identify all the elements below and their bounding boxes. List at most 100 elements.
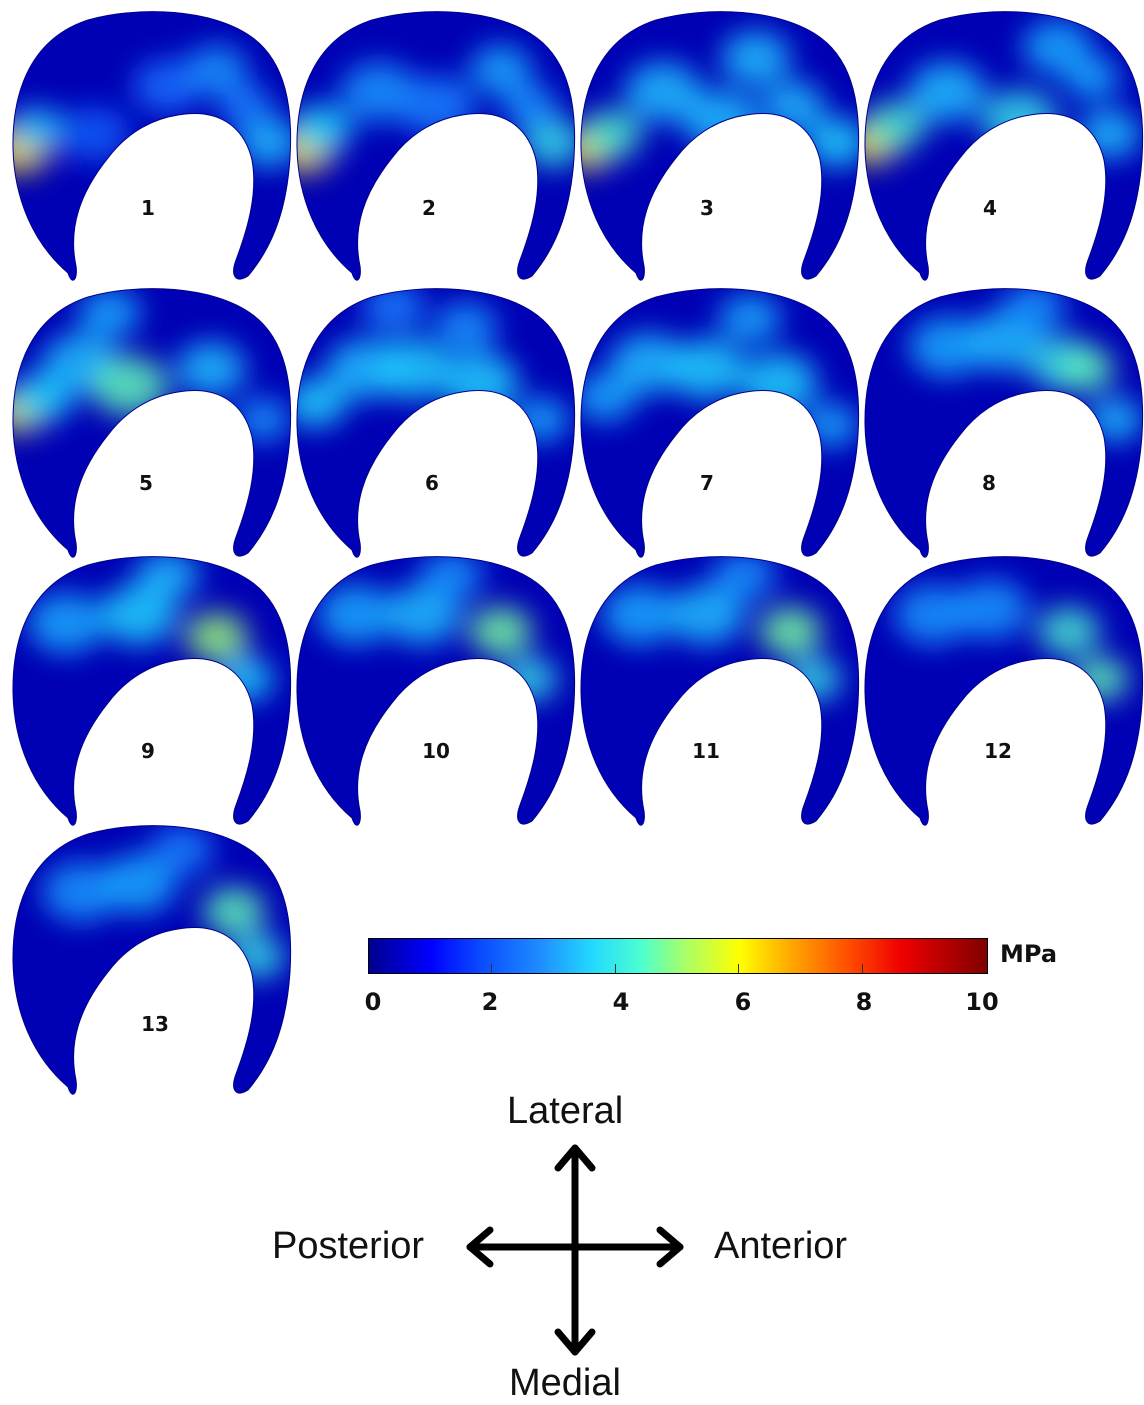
stress-hotspot	[136, 556, 199, 601]
meniscus-panel: 11	[576, 553, 866, 833]
meniscus-panel: 5	[8, 285, 298, 565]
meniscus-stress-map	[864, 556, 1144, 826]
stress-hotspot	[513, 397, 570, 442]
stress-hotspot	[624, 61, 702, 123]
colorbar	[368, 938, 988, 974]
stress-hotspot	[384, 584, 461, 645]
stress-hotspot	[952, 578, 1029, 640]
stress-hotspot	[864, 100, 927, 151]
direction-label-anterior: Anterior	[714, 1225, 848, 1267]
arrow-head-up-icon	[554, 1144, 596, 1172]
stress-hotspot	[668, 584, 745, 645]
panel-number-label: 10	[422, 739, 450, 763]
colorbar-tick-label: 0	[364, 988, 382, 1016]
stress-hotspot	[1037, 606, 1101, 657]
stress-hotspot	[759, 606, 823, 657]
stress-hotspot	[580, 372, 637, 422]
stress-hotspot	[217, 84, 274, 128]
panel-number-label: 4	[983, 196, 997, 220]
panel-number-label: 12	[984, 739, 1012, 763]
panel-number-label: 8	[982, 471, 996, 495]
stress-hotspot	[434, 302, 498, 352]
stress-hotspot	[610, 333, 687, 394]
stress-hotspot	[237, 117, 291, 168]
meniscus-stress-map	[580, 11, 860, 281]
stress-hotspot	[185, 612, 249, 662]
stress-hotspot	[202, 886, 266, 937]
stress-hotspot	[501, 84, 558, 128]
meniscus-panel: 12	[860, 553, 1144, 833]
stress-hotspot	[150, 825, 214, 875]
colorbar-tick-mark	[862, 964, 863, 973]
stress-hotspot	[601, 584, 679, 645]
direction-label-posterior: Posterior	[272, 1225, 425, 1267]
meniscus-stress-map	[12, 288, 292, 558]
meniscus-panel: 13	[8, 822, 298, 1102]
stress-hotspot	[1058, 347, 1115, 391]
panel-number-label: 3	[700, 196, 714, 220]
stress-hotspot	[27, 592, 105, 654]
stress-hotspot	[740, 352, 818, 414]
stress-hotspot	[981, 89, 1058, 151]
meniscus-stress-map	[12, 825, 292, 1095]
stress-hotspot	[908, 61, 986, 123]
meniscus-panel: 1	[8, 8, 298, 288]
meniscus-stress-map	[296, 556, 576, 826]
stress-hotspot	[501, 657, 558, 701]
stress-hotspot	[1002, 288, 1066, 333]
meniscus-panel: 10	[292, 553, 582, 833]
stress-hotspot	[100, 853, 177, 914]
orientation-arrows-icon	[466, 1144, 684, 1356]
stress-hotspot	[296, 103, 353, 154]
panel-number-label: 1	[141, 196, 155, 220]
stress-hotspot	[803, 403, 859, 447]
stress-hotspot	[805, 117, 859, 168]
stress-hotspot	[762, 81, 825, 131]
stress-hotspot	[100, 584, 177, 645]
stress-hotspot	[12, 106, 65, 151]
arrow-head-right-icon	[656, 1226, 684, 1268]
arrow-head-left-icon	[466, 1226, 494, 1268]
meniscus-stress-map	[580, 288, 860, 558]
stress-hotspot	[682, 89, 760, 151]
colorbar-tick-mark	[738, 964, 739, 973]
stress-hotspot	[398, 75, 476, 137]
meniscus-stress-map	[12, 11, 292, 281]
meniscus-panel: 4	[860, 8, 1144, 288]
stress-hotspot	[1087, 397, 1143, 442]
direction-label-lateral: Lateral	[507, 1090, 624, 1132]
meniscus-panel: 6	[292, 285, 582, 565]
stress-hotspot	[1064, 56, 1120, 100]
meniscus-panel: 9	[8, 553, 298, 833]
panel-number-label: 9	[141, 739, 155, 763]
stress-hotspot	[91, 355, 169, 417]
meniscus-stress-map	[864, 11, 1144, 281]
stress-hotspot	[469, 44, 533, 95]
colorbar-tick-label: 6	[734, 988, 752, 1016]
colorbar-tick-label: 10	[965, 988, 999, 1016]
meniscus-stress-map	[12, 556, 292, 826]
stress-hotspot	[712, 556, 776, 601]
stress-hotspot	[42, 861, 119, 923]
panel-number-label: 7	[700, 471, 714, 495]
colorbar-tick-mark	[615, 964, 616, 973]
panel-number-label: 5	[139, 471, 153, 495]
meniscus-stress-map	[296, 288, 576, 558]
stress-hotspot	[217, 657, 274, 701]
meniscus-stress-map	[296, 11, 576, 281]
stress-hotspot	[185, 44, 249, 95]
panel-number-label: 2	[422, 196, 436, 220]
stress-hotspot	[60, 106, 130, 162]
stress-hotspot	[718, 293, 782, 344]
colorbar-gradient	[368, 938, 988, 974]
meniscus-stress-map	[580, 556, 860, 826]
stress-hotspot	[720, 30, 791, 86]
stress-hotspot	[785, 657, 842, 701]
stress-hotspot	[78, 288, 141, 338]
colorbar-tick-label: 8	[855, 988, 873, 1016]
stress-hotspot	[375, 338, 453, 400]
stress-hotspot	[442, 352, 519, 414]
stress-hotspot	[132, 58, 203, 114]
colorbar-tick-label: 2	[481, 988, 499, 1016]
